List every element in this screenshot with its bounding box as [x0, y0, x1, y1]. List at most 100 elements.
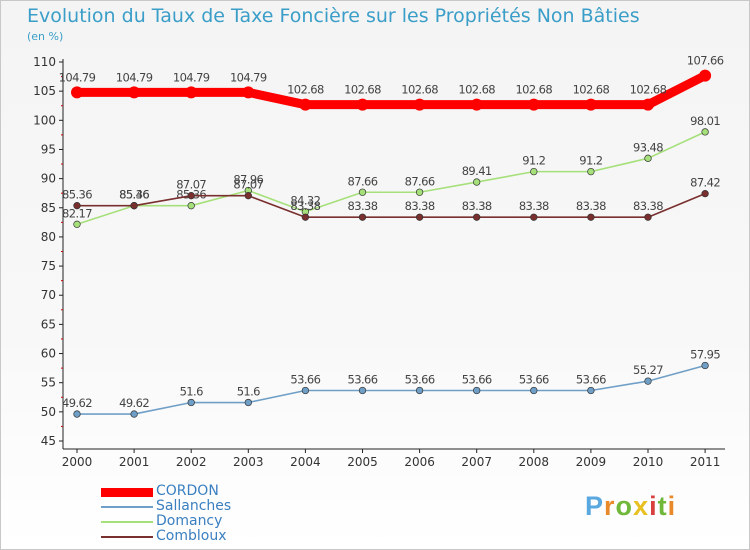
- data-label: 53.66: [519, 373, 549, 387]
- data-point: [587, 167, 595, 176]
- data-point: [530, 213, 538, 221]
- data-point: [473, 178, 481, 186]
- data-label: 91.2: [579, 154, 602, 168]
- data-label: 55.27: [633, 363, 663, 377]
- data-label: 82.17: [62, 206, 92, 220]
- data-label: 87.07: [176, 178, 206, 192]
- y-tick-label: 95: [41, 142, 56, 156]
- data-point: [185, 86, 198, 99]
- data-point: [644, 213, 652, 221]
- data-point: [71, 86, 83, 99]
- x-tick-label: 2007: [461, 455, 492, 469]
- data-point: [527, 98, 540, 111]
- data-label: 83.38: [633, 199, 663, 213]
- data-point: [130, 410, 138, 418]
- data-label: 104.79: [116, 70, 153, 84]
- data-point: [473, 386, 481, 395]
- y-tick-label: 105: [33, 84, 56, 98]
- data-label: 57.95: [690, 347, 720, 361]
- data-label: 87.66: [405, 174, 435, 188]
- data-label: 89.41: [462, 164, 492, 178]
- y-tick-label: 110: [33, 55, 56, 69]
- data-point: [473, 213, 481, 221]
- chart-title: Evolution du Taux de Taxe Foncière sur l…: [27, 5, 640, 27]
- data-label: 84.32: [290, 194, 320, 208]
- data-point: [642, 98, 654, 111]
- data-label: 102.68: [515, 83, 552, 97]
- data-point: [73, 410, 81, 418]
- data-point: [356, 98, 369, 111]
- data-label: 83.38: [576, 199, 606, 213]
- data-point: [699, 69, 712, 82]
- y-tick-label: 75: [41, 259, 56, 273]
- data-label: 87.96: [233, 173, 263, 187]
- data-label: 104.79: [230, 70, 267, 84]
- data-label: 83.38: [290, 199, 320, 213]
- x-tick-label: 2004: [290, 455, 321, 469]
- legend-label: Sallanches: [156, 498, 232, 514]
- data-point: [358, 188, 367, 196]
- legend-label: CORDON: [156, 483, 219, 499]
- data-label: 53.66: [348, 373, 378, 387]
- data-point: [415, 213, 424, 221]
- data-label: 49.62: [119, 396, 149, 410]
- data-label: 51.6: [180, 385, 203, 399]
- data-point: [299, 98, 312, 111]
- data-point: [587, 213, 595, 221]
- data-label: 102.68: [344, 83, 381, 97]
- data-point: [584, 98, 597, 111]
- data-point: [470, 98, 483, 111]
- x-tick-label: 2002: [176, 455, 207, 469]
- y-tick-label: 70: [41, 288, 56, 302]
- data-point: [244, 192, 252, 200]
- legend-swatch: [101, 536, 153, 538]
- x-tick-label: 2009: [576, 455, 607, 469]
- data-label: 51.6: [237, 385, 260, 399]
- series-line-combloux: [76, 192, 706, 219]
- data-point: [73, 220, 81, 228]
- data-point: [644, 154, 652, 162]
- chart-subtitle: (en %): [27, 30, 64, 43]
- data-point: [187, 192, 195, 200]
- data-label: 102.68: [573, 83, 610, 97]
- data-label: 53.66: [462, 373, 492, 387]
- data-label: 53.66: [405, 373, 435, 387]
- data-point: [187, 202, 195, 210]
- data-label: 83.38: [519, 199, 549, 213]
- data-label: 102.68: [630, 83, 667, 97]
- legend-swatch: [101, 521, 153, 523]
- series-line-cordon: [72, 71, 710, 110]
- data-label: 87.42: [690, 176, 720, 190]
- data-point: [644, 377, 652, 385]
- data-label: 85.46: [119, 188, 149, 202]
- data-point: [415, 386, 424, 395]
- series-line-sallanches: [76, 364, 706, 415]
- data-point: [415, 188, 424, 196]
- data-point: [701, 128, 709, 136]
- x-tick-label: 2003: [233, 455, 264, 469]
- data-point: [701, 361, 709, 370]
- y-tick-label: 60: [41, 347, 56, 361]
- data-point: [701, 190, 709, 198]
- data-label: 85.36: [62, 188, 92, 202]
- data-label: 102.68: [401, 83, 438, 97]
- data-label: 53.66: [576, 373, 606, 387]
- y-tick-label: 100: [33, 113, 56, 127]
- data-label: 102.68: [287, 83, 324, 97]
- data-point: [128, 86, 141, 99]
- data-point: [130, 202, 138, 210]
- x-tick-label: 2001: [119, 455, 150, 469]
- data-label: 85.36: [119, 188, 149, 202]
- legend-label: Domancy: [156, 513, 223, 529]
- proxiti-logo: Proxiti: [585, 491, 677, 521]
- data-label: 49.62: [62, 396, 92, 410]
- data-point: [530, 167, 538, 176]
- y-tick-label: 55: [41, 376, 56, 390]
- data-label: 87.07: [233, 178, 263, 192]
- data-label: 83.38: [405, 199, 435, 213]
- data-point: [358, 213, 367, 221]
- data-point: [358, 386, 367, 395]
- data-label: 83.38: [462, 199, 492, 213]
- y-tick-label: 85: [41, 201, 56, 215]
